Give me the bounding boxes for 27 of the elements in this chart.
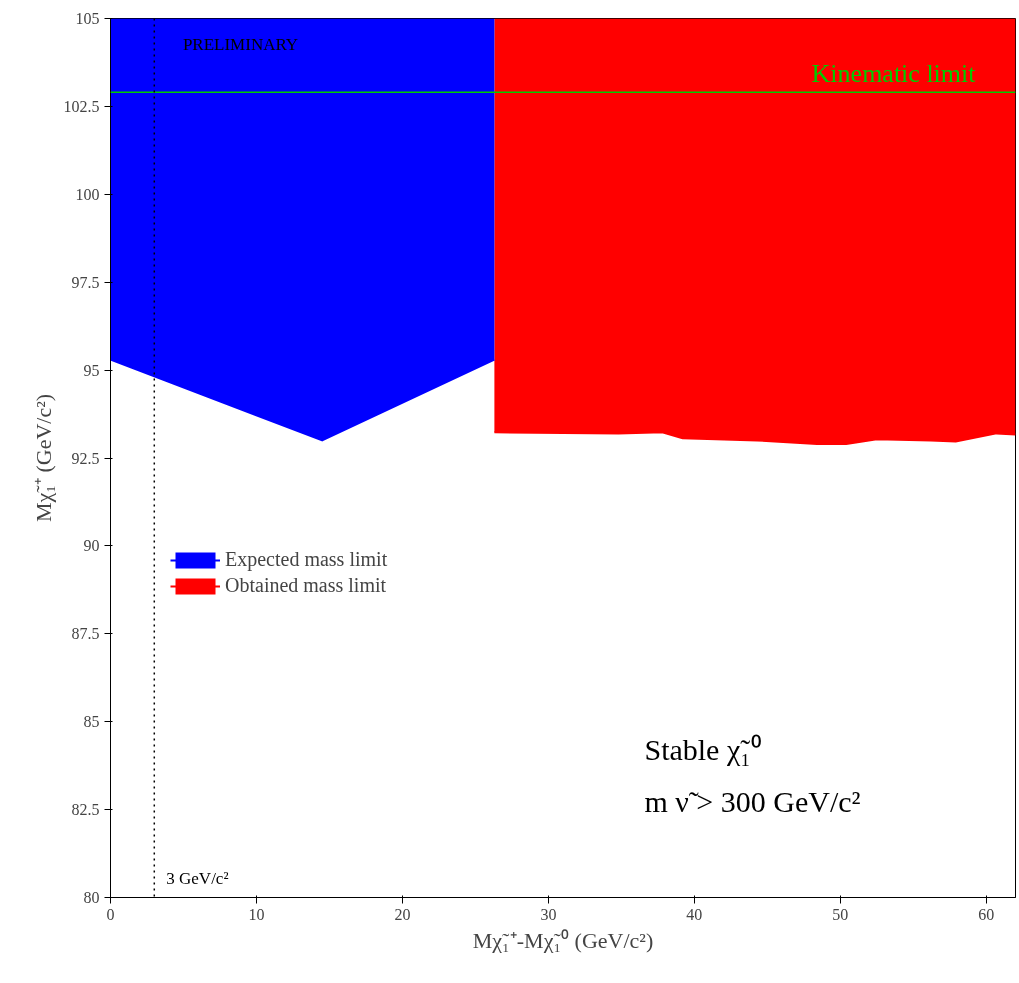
y-axis-title: Mχ̃₁⁺ (GeV/c²) xyxy=(30,393,56,523)
x-tick-label: 40 xyxy=(686,905,703,923)
x-tick-label: 50 xyxy=(832,905,849,923)
y-tick-label: 87.5 xyxy=(71,625,100,643)
y-tick-label: 97.5 xyxy=(71,273,100,291)
y-tick-label: 105 xyxy=(75,10,100,27)
x-axis-title: Mχ̃₁⁺-Mχ̃₁⁰ (GeV/c²) xyxy=(472,927,654,953)
y-tick-label: 102.5 xyxy=(63,97,100,115)
x-tick-label: 10 xyxy=(248,905,265,923)
y-tick-label: 92.5 xyxy=(71,449,100,467)
annotation: PRELIMINARY xyxy=(182,34,299,54)
x-tick-label: 60 xyxy=(978,905,995,923)
y-tick-label: 85 xyxy=(83,713,100,731)
x-tick-label: 30 xyxy=(540,905,557,923)
x-tick-label: 0 xyxy=(106,905,115,923)
y-tick-label: 90 xyxy=(83,537,100,555)
legend-label: Obtained mass limit xyxy=(225,574,387,597)
y-tick-label: 95 xyxy=(83,361,100,379)
x-tick-label: 20 xyxy=(394,905,411,923)
ref-line-label: 3 GeV/c² xyxy=(166,868,229,888)
y-tick-label: 80 xyxy=(83,889,100,906)
y-tick-label: 100 xyxy=(75,185,100,203)
y-tick-label: 82.5 xyxy=(71,801,100,819)
ref-line-label: Kinematic limit xyxy=(811,59,977,89)
annotation: Stable χ̃₁⁰ xyxy=(644,732,762,766)
annotation: m ν̃ > 300 GeV/c² xyxy=(644,785,861,819)
legend-label: Expected mass limit xyxy=(225,548,388,571)
